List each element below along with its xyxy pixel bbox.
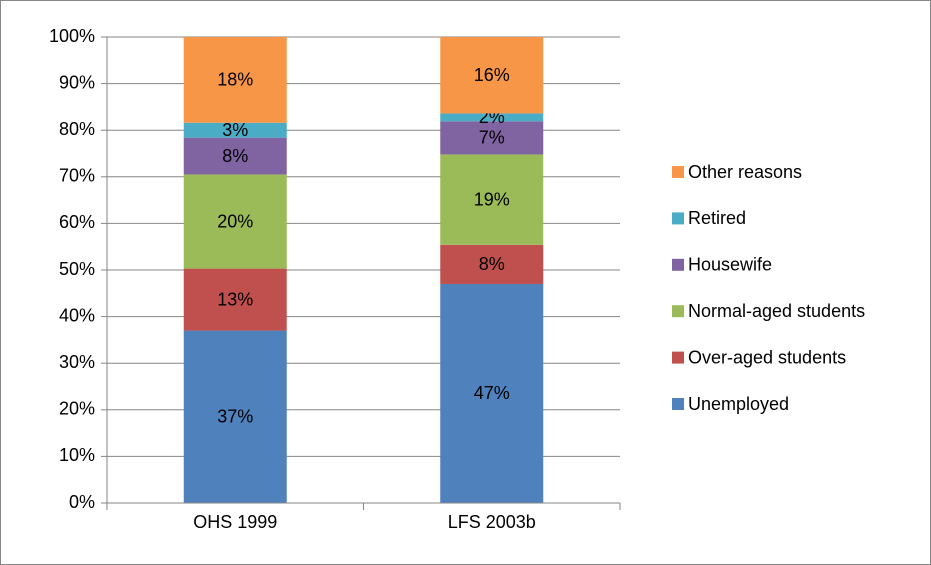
data-label: 8% bbox=[479, 254, 505, 274]
y-tick-label: 10% bbox=[59, 445, 95, 465]
data-label: 16% bbox=[474, 65, 510, 85]
legend-label: Other reasons bbox=[688, 162, 802, 182]
x-tick-label: LFS 2003b bbox=[448, 512, 536, 532]
data-label: 19% bbox=[474, 189, 510, 209]
legend-swatch bbox=[672, 398, 684, 410]
legend-label: Over-aged students bbox=[688, 347, 846, 367]
data-label: 3% bbox=[222, 120, 248, 140]
y-tick-label: 90% bbox=[59, 72, 95, 92]
bar-segment bbox=[183, 268, 287, 331]
data-label: 7% bbox=[479, 128, 505, 148]
data-label: 13% bbox=[217, 289, 253, 309]
data-label: 8% bbox=[222, 146, 248, 166]
legend-label: Normal-aged students bbox=[688, 301, 865, 321]
data-label: 20% bbox=[217, 211, 253, 231]
legend-swatch bbox=[672, 305, 684, 318]
data-label: 18% bbox=[217, 70, 253, 90]
legend-swatch bbox=[672, 258, 684, 271]
bar-segment bbox=[440, 37, 544, 114]
y-tick-label: 40% bbox=[59, 305, 95, 325]
y-tick-label: 100% bbox=[49, 26, 95, 46]
y-tick-label: 60% bbox=[59, 212, 95, 232]
legend-label: Unemployed bbox=[688, 394, 789, 414]
legend-swatch bbox=[672, 212, 684, 225]
legend-label: Retired bbox=[688, 208, 746, 228]
y-tick-label: 30% bbox=[59, 352, 95, 372]
x-tick-label: OHS 1999 bbox=[193, 512, 277, 532]
legend-swatch bbox=[672, 351, 684, 364]
y-tick-label: 80% bbox=[59, 119, 95, 139]
data-label: 37% bbox=[217, 407, 253, 427]
bar-segment bbox=[183, 174, 287, 269]
y-tick-label: 70% bbox=[59, 166, 95, 186]
bar-segment bbox=[183, 37, 287, 123]
bar-segment bbox=[183, 330, 287, 503]
data-label: 47% bbox=[474, 383, 510, 403]
y-tick-label: 0% bbox=[69, 492, 95, 512]
bar-segment bbox=[440, 244, 544, 284]
bar-segment bbox=[183, 137, 287, 175]
legend-label: Housewife bbox=[688, 255, 772, 275]
bar-segment bbox=[440, 283, 544, 503]
legend-swatch bbox=[672, 166, 684, 178]
y-tick-label: 50% bbox=[59, 259, 95, 279]
y-tick-label: 20% bbox=[59, 399, 95, 419]
bar-segment bbox=[440, 154, 544, 245]
bar-segment bbox=[183, 122, 287, 138]
bar-segment bbox=[440, 121, 544, 155]
bar-segment bbox=[440, 113, 544, 122]
